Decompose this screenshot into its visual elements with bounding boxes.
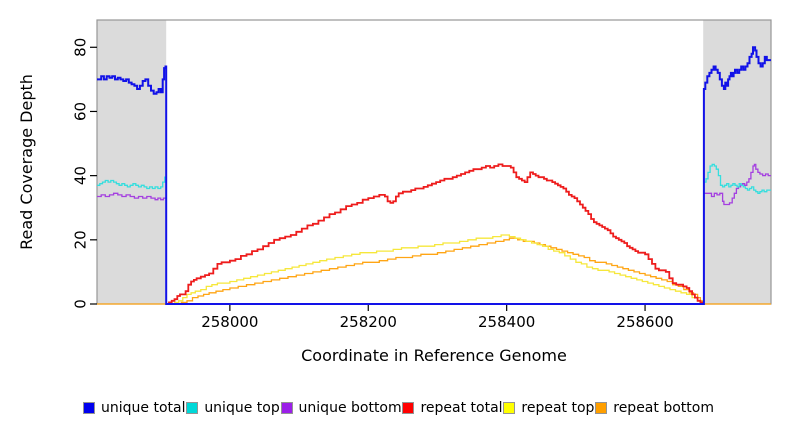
y-axis-tick-label: 0 [72, 299, 90, 309]
repeat-top-swatch-icon [503, 402, 516, 414]
series-line-repeat-bottom [97, 237, 771, 305]
legend-label: repeat total [420, 400, 503, 416]
legend-label: unique bottom [298, 400, 402, 416]
series-line-repeat-total [166, 163, 705, 305]
legend-item-repeat-total: repeat total [402, 400, 503, 416]
x-axis-tick-label: 258600 [616, 313, 673, 331]
series-line-repeat-top [171, 234, 704, 305]
coverage-plot: 258000 258200 258400 258600 0 20 40 60 80 Coordin… [17, 19, 772, 365]
series-line-unique-total [97, 46, 771, 305]
legend-label: unique total [101, 400, 186, 416]
y-axis-tick-label: 20 [72, 230, 90, 249]
unique-total-swatch-icon [83, 402, 95, 414]
chart-legend: unique total unique top unique bottom re… [0, 395, 792, 421]
x-axis-tick-label: 258000 [201, 313, 258, 331]
y-axis-tick-label: 60 [72, 102, 90, 121]
repeat-total-swatch-icon [402, 402, 415, 414]
repeat-bottom-swatch-icon [595, 402, 608, 414]
x-axis-title: Coordinate in Reference Genome [301, 346, 567, 365]
y-axis-title: Read Coverage Depth [17, 74, 36, 250]
y-axis-tick-label: 80 [72, 38, 90, 57]
plot-border [96, 19, 772, 305]
left-flank-region [97, 20, 167, 304]
legend-item-repeat-bottom: repeat bottom [595, 400, 714, 416]
series-line-unique-top [97, 163, 771, 305]
legend-item-unique-bottom: unique bottom [280, 400, 402, 416]
coverage-plot-svg: 258000 258200 258400 258600 0 20 40 60 80 Coordin… [17, 19, 772, 365]
legend-item-repeat-top: repeat top [503, 400, 595, 416]
legend-item-unique-total: unique total [83, 400, 186, 416]
legend-label: repeat bottom [613, 400, 714, 416]
x-axis-tick-label: 258200 [340, 313, 397, 331]
y-axis-tick-label: 40 [72, 166, 90, 185]
unique-top-swatch-icon [186, 402, 199, 414]
series-line-unique-bottom [97, 163, 771, 305]
unique-bottom-swatch-icon [280, 402, 293, 414]
legend-label: unique top [204, 400, 280, 416]
legend-item-unique-top: unique top [186, 400, 280, 416]
legend-label: repeat top [521, 400, 595, 416]
x-axis-tick-label: 258400 [478, 313, 535, 331]
